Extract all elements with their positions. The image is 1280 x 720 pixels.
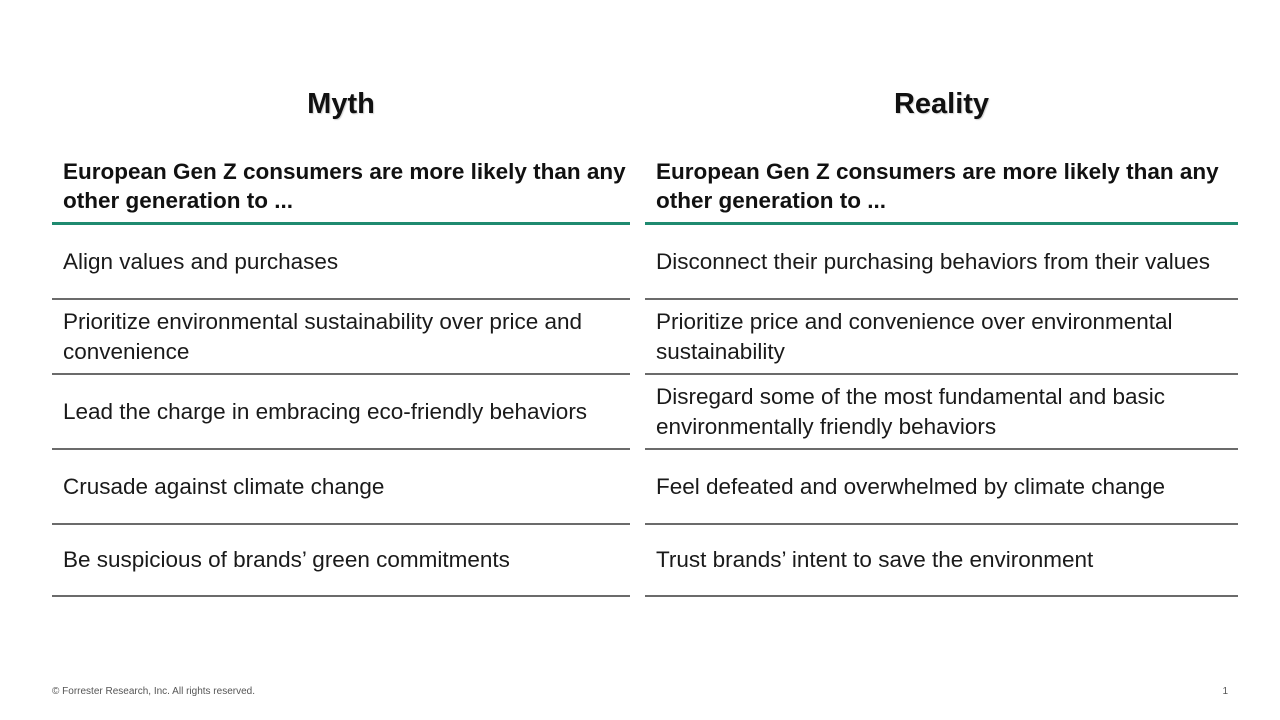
reality-row: Trust brands’ intent to save the environ…: [645, 525, 1238, 597]
reality-header-rule: [645, 222, 1238, 225]
reality-header: European Gen Z consumers are more likely…: [656, 159, 1219, 213]
reality-title: Reality: [893, 88, 990, 120]
myth-rows: Align values and purchases Prioritize en…: [52, 225, 630, 597]
reality-rows: Disconnect their purchasing behaviors fr…: [645, 225, 1238, 597]
myth-row: Be suspicious of brands’ green commitmen…: [52, 525, 630, 597]
reality-row: Prioritize price and convenience over en…: [645, 300, 1238, 375]
myth-header: European Gen Z consumers are more likely…: [63, 159, 626, 213]
myth-row: Lead the charge in embracing eco-friendl…: [52, 375, 630, 450]
reality-row: Disconnect their purchasing behaviors fr…: [645, 225, 1238, 300]
myth-header-rule: [52, 222, 630, 225]
footer-copyright: © Forrester Research, Inc. All rights re…: [52, 686, 255, 697]
page-number: 1: [1222, 686, 1228, 697]
myth-row: Crusade against climate change: [52, 450, 630, 525]
myth-title: Myth: [307, 88, 375, 120]
reality-row: Disregard some of the most fundamental a…: [645, 375, 1238, 450]
reality-row: Feel defeated and overwhelmed by climate…: [645, 450, 1238, 525]
myth-row: Align values and purchases: [52, 225, 630, 300]
myth-row: Prioritize environmental sustainability …: [52, 300, 630, 375]
